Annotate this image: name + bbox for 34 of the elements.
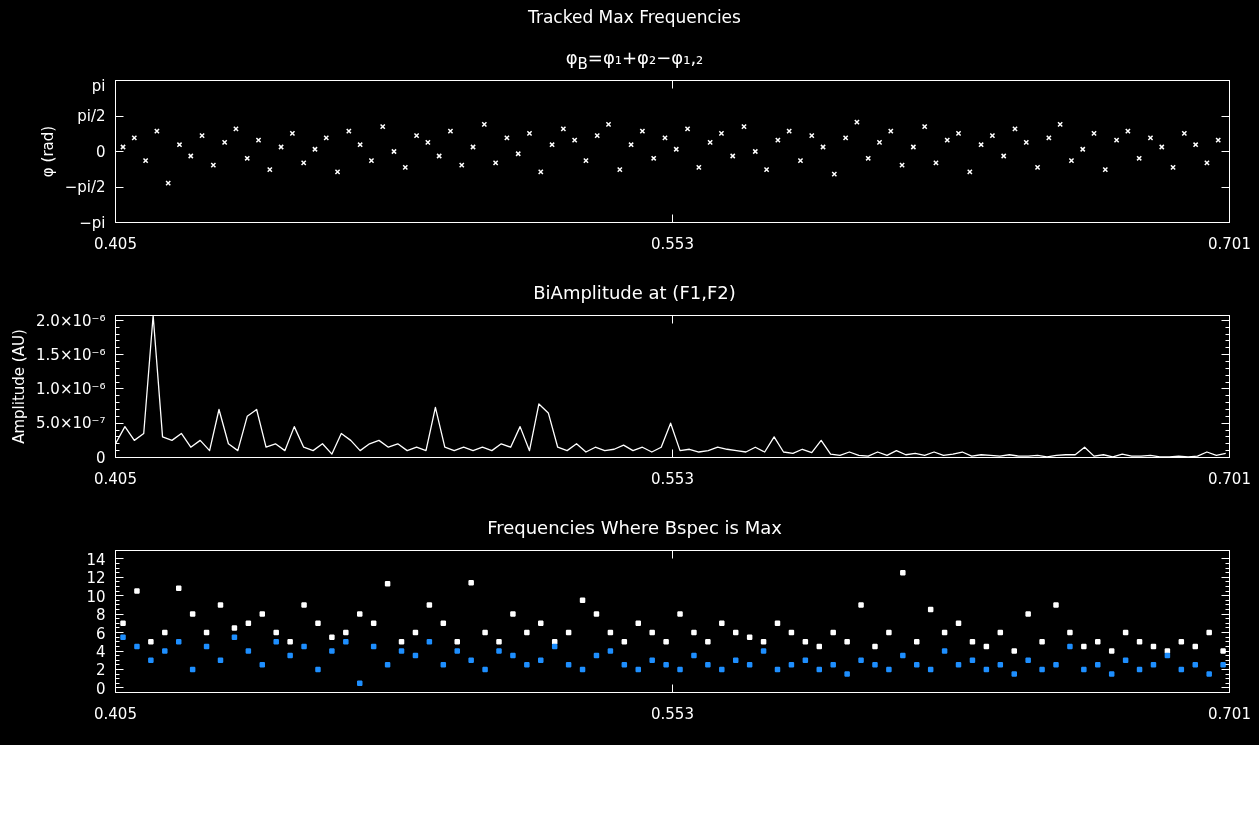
y-tick-label: 1.5×10⁻⁶ [36,345,106,364]
y-tick-label: pi/2 [77,107,106,125]
y-tick-label: 8 [95,606,106,625]
x-tick-label: 0.553 [651,704,694,723]
y-tick-label: 5.0×10⁻⁷ [36,414,106,433]
x-tick-label: 0.553 [651,234,694,253]
x-tick-label: 0.405 [94,704,137,723]
y-tick-label: 0 [95,448,106,467]
y-tick-label: 6 [95,624,106,643]
chart-title: Frequencies Where Bspec is Max [487,516,782,540]
x-tick-label: 0.701 [1208,469,1251,488]
chart-title: BiAmplitude at (F1,F2) [533,281,736,305]
x-tick-label: 0.701 [1208,234,1251,253]
x-tick-label: 0.405 [94,234,137,253]
y-axis-title: φ (rad) [38,125,57,178]
y-tick-label: 2.0×10⁻⁶ [36,311,106,330]
text: Tracked Max Frequencies [528,6,741,29]
y-tick-label: 14 [86,550,106,569]
x-tick-label: 0.553 [651,469,694,488]
y-axis-title: Amplitude (AU) [10,329,29,444]
y-tick-label: pi [91,76,106,95]
y-tick-label: 2 [95,661,106,680]
x-tick-label: 0.701 [1208,704,1251,723]
y-tick-label: 4 [95,643,106,662]
x-tick-label: 0.405 [94,469,137,488]
chart-title: φ$_{B}$=φ₁+φ₂−φ₁,₂ [565,46,704,75]
y-tick-label: 1.0×10⁻⁶ [36,379,106,398]
y-tick-label: 10 [86,587,106,606]
y-tick-label: −pi/2 [64,178,106,196]
y-tick-label: −pi [79,213,106,232]
y-tick-label: 0 [95,142,106,161]
y-tick-label: 0 [95,679,106,698]
line-series [115,315,1227,458]
y-tick-label: 12 [86,569,106,588]
